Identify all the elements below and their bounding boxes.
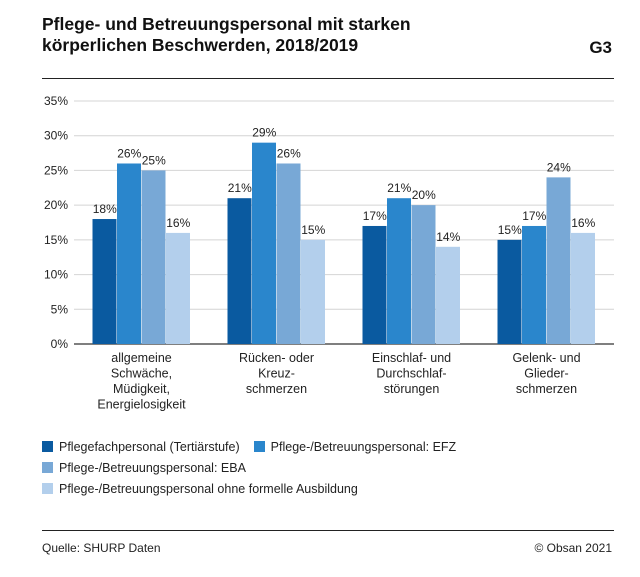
legend-swatch — [253, 441, 265, 452]
bar — [141, 170, 166, 344]
value-label: 21% — [228, 181, 252, 195]
legend-row-3: Pflege-/Betreuungspersonal ohne formelle… — [42, 478, 622, 499]
value-label: 15% — [301, 223, 325, 237]
value-label: 17% — [363, 209, 387, 223]
bar — [301, 239, 325, 344]
value-label: 16% — [571, 216, 595, 230]
legend-swatch — [42, 462, 53, 473]
category-label: Rücken- oder — [239, 351, 314, 365]
bar-chart: 0%5%10%15%20%25%30%35% 18%26% 25%16%21%29… — [44, 94, 614, 412]
bar — [92, 219, 117, 344]
category-labels: allgemeine Schwäche,Müdigkeit, Energielosi… — [97, 351, 580, 412]
bar — [411, 205, 436, 344]
category-label: Müdigkeit, — [113, 382, 170, 396]
category-label: schmerzen — [246, 382, 307, 396]
y-axis-ticks: 0% 5% 10% 15% 20% 25% 30% 35% — [44, 94, 68, 351]
category-label: Durchschlaf- — [376, 367, 446, 381]
y-tick-label: 35% — [44, 94, 68, 108]
category-label: allgemeine — [111, 351, 172, 365]
bar — [546, 177, 571, 344]
copyright-note: © Obsan 2021 — [534, 541, 612, 555]
legend-row-2: Pflege-/Betreuungspersonal: EBA — [42, 457, 622, 478]
value-labels: 18%26% 25%16%21%29%26%15%17%21% 20%14% 15%1… — [93, 126, 596, 244]
y-tick-label: 20% — [44, 198, 68, 212]
figure-code: G3 — [589, 38, 612, 57]
bar — [522, 225, 546, 344]
y-tick-label: 5% — [51, 302, 69, 316]
category-label: Glieder- — [524, 367, 568, 381]
y-tick-label: 10% — [44, 268, 68, 282]
y-tick-label: 15% — [44, 233, 68, 247]
legend-swatch — [42, 483, 53, 494]
value-label: 20% — [412, 188, 436, 202]
y-tick-label: 25% — [44, 163, 68, 177]
value-label: 29% — [252, 126, 276, 140]
legend-swatch — [42, 441, 53, 452]
bar — [571, 232, 595, 344]
y-tick-label: 0% — [51, 337, 69, 351]
value-label: 17% — [522, 209, 546, 223]
bottom-divider — [42, 530, 614, 531]
value-label: 21% — [387, 181, 411, 195]
category-label: Schwäche, — [111, 367, 172, 381]
legend-item-tertiaer: Pflegefachpersonal (Tertiärstufe) — [42, 440, 240, 454]
legend-item-eba: Pflege-/Betreuungspersonal: EBA — [42, 461, 246, 475]
legend-item-efz: Pflege-/Betreuungspersonal: EFZ — [253, 439, 457, 454]
value-label: 15% — [498, 223, 522, 237]
value-label: 26% — [277, 146, 301, 160]
bar — [166, 232, 190, 344]
value-label: 16% — [166, 216, 190, 230]
value-label: 18% — [93, 202, 117, 216]
bars — [92, 142, 595, 344]
top-divider — [42, 78, 614, 79]
category-label: störungen — [384, 382, 440, 396]
bar — [436, 246, 460, 344]
value-label: 24% — [547, 160, 571, 174]
legend-row-1: Pflegefachpersonal (Tertiärstufe) Pflege… — [42, 436, 622, 457]
legend-label: Pflege-/Betreuungspersonal: EFZ — [270, 439, 457, 454]
legend-label: Pflege-/Betreuungspersonal ohne formelle… — [59, 481, 358, 496]
category-label: Gelenk- und — [512, 351, 580, 365]
legend-label: Pflege-/Betreuungspersonal: EBA — [59, 460, 246, 475]
category-label: Einschlaf- und — [372, 351, 451, 365]
value-label: 26% — [117, 146, 141, 160]
chart-title: Pflege- und Betreuungspersonal mit stark… — [42, 14, 411, 55]
category-label: schmerzen — [516, 382, 577, 396]
legend-label: Pflegefachpersonal (Tertiärstufe) — [59, 439, 240, 454]
y-tick-label: 30% — [44, 129, 68, 143]
value-label: 25% — [142, 153, 166, 167]
category-label: Kreuz- — [258, 367, 295, 381]
bar — [276, 163, 301, 344]
source-note: Quelle: SHURP Daten — [42, 541, 161, 555]
bar — [252, 142, 276, 344]
bar — [117, 163, 141, 344]
legend-item-ohne-ausbildung: Pflege-/Betreuungspersonal ohne formelle… — [42, 482, 358, 496]
bar — [387, 198, 411, 344]
legend: Pflegefachpersonal (Tertiärstufe) Pflege… — [42, 436, 622, 499]
bar — [497, 239, 522, 344]
bar — [362, 225, 387, 344]
category-label: Energielosigkeit — [97, 398, 186, 412]
value-label: 14% — [436, 230, 460, 244]
bar — [227, 198, 252, 344]
